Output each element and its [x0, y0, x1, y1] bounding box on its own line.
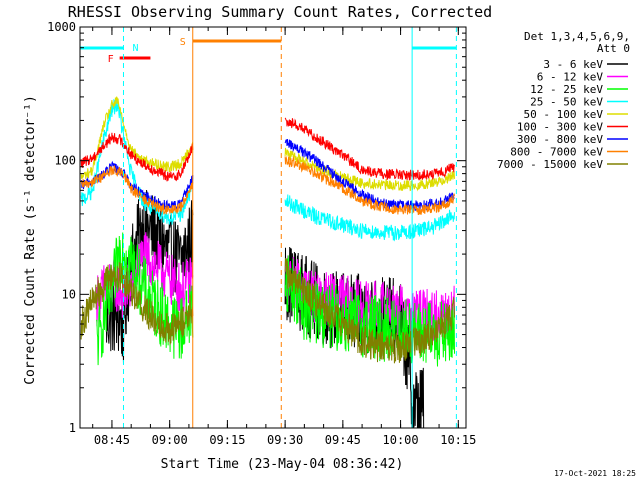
series-line-8	[80, 155, 455, 216]
legend-label-4: 25 - 50 keV	[530, 96, 603, 109]
legend-label-8: 800 - 7000 keV	[510, 146, 603, 159]
night-label: N	[132, 43, 138, 54]
series-line-1	[105, 189, 425, 428]
legend-label-5: 50 - 100 keV	[524, 108, 604, 121]
legend-label-1: 3 - 6 keV	[543, 58, 603, 71]
footer-date: 17-Oct-2021 18:25	[554, 469, 636, 478]
series-line-9	[80, 258, 455, 364]
y-tick-label: 100	[54, 154, 76, 168]
legend-label-2: 6 - 12 keV	[537, 71, 604, 84]
legend-label-6: 100 - 300 keV	[517, 121, 603, 134]
legend-label-7: 300 - 800 keV	[517, 133, 603, 146]
y-tick-label: 10	[62, 287, 76, 301]
axes: 08:45 09:00 09:15 09:30 09:45 10:00 10:15 1 10 10…	[47, 20, 476, 447]
plot-area	[80, 96, 455, 428]
x-tick-label: 09:45	[325, 433, 361, 447]
saa-label: S	[180, 37, 186, 48]
y-tick-label: 1	[69, 421, 76, 435]
x-axis-label: Start Time (23-May-04 08:36:42)	[161, 457, 404, 472]
legend-header: Det 1,3,4,5,6,9,	[524, 30, 630, 43]
series-line-6	[80, 117, 455, 182]
x-tick-label: 09:30	[267, 433, 303, 447]
y-axis-label: Corrected Count Rate (s⁻¹ detector⁻¹)	[23, 95, 38, 385]
legend-label-9: 7000 - 15000 keV	[497, 158, 603, 171]
x-tick-label: 08:45	[94, 433, 130, 447]
flare-label: F	[108, 54, 114, 65]
legend-att: Att 0	[597, 42, 630, 55]
y-tick-label: 1000	[47, 20, 76, 34]
x-tick-label: 09:00	[152, 433, 188, 447]
chart-title: RHESSI Observing Summary Count Rates, Co…	[68, 3, 492, 21]
x-tick-label: 10:15	[440, 433, 476, 447]
annotations: N F S	[80, 27, 457, 428]
series-line-5	[80, 96, 455, 192]
x-tick-label: 10:00	[383, 433, 419, 447]
x-tick-label: 09:15	[209, 433, 245, 447]
legend-label-3: 12 - 25 keV	[530, 83, 603, 96]
plot-frame	[79, 26, 467, 429]
